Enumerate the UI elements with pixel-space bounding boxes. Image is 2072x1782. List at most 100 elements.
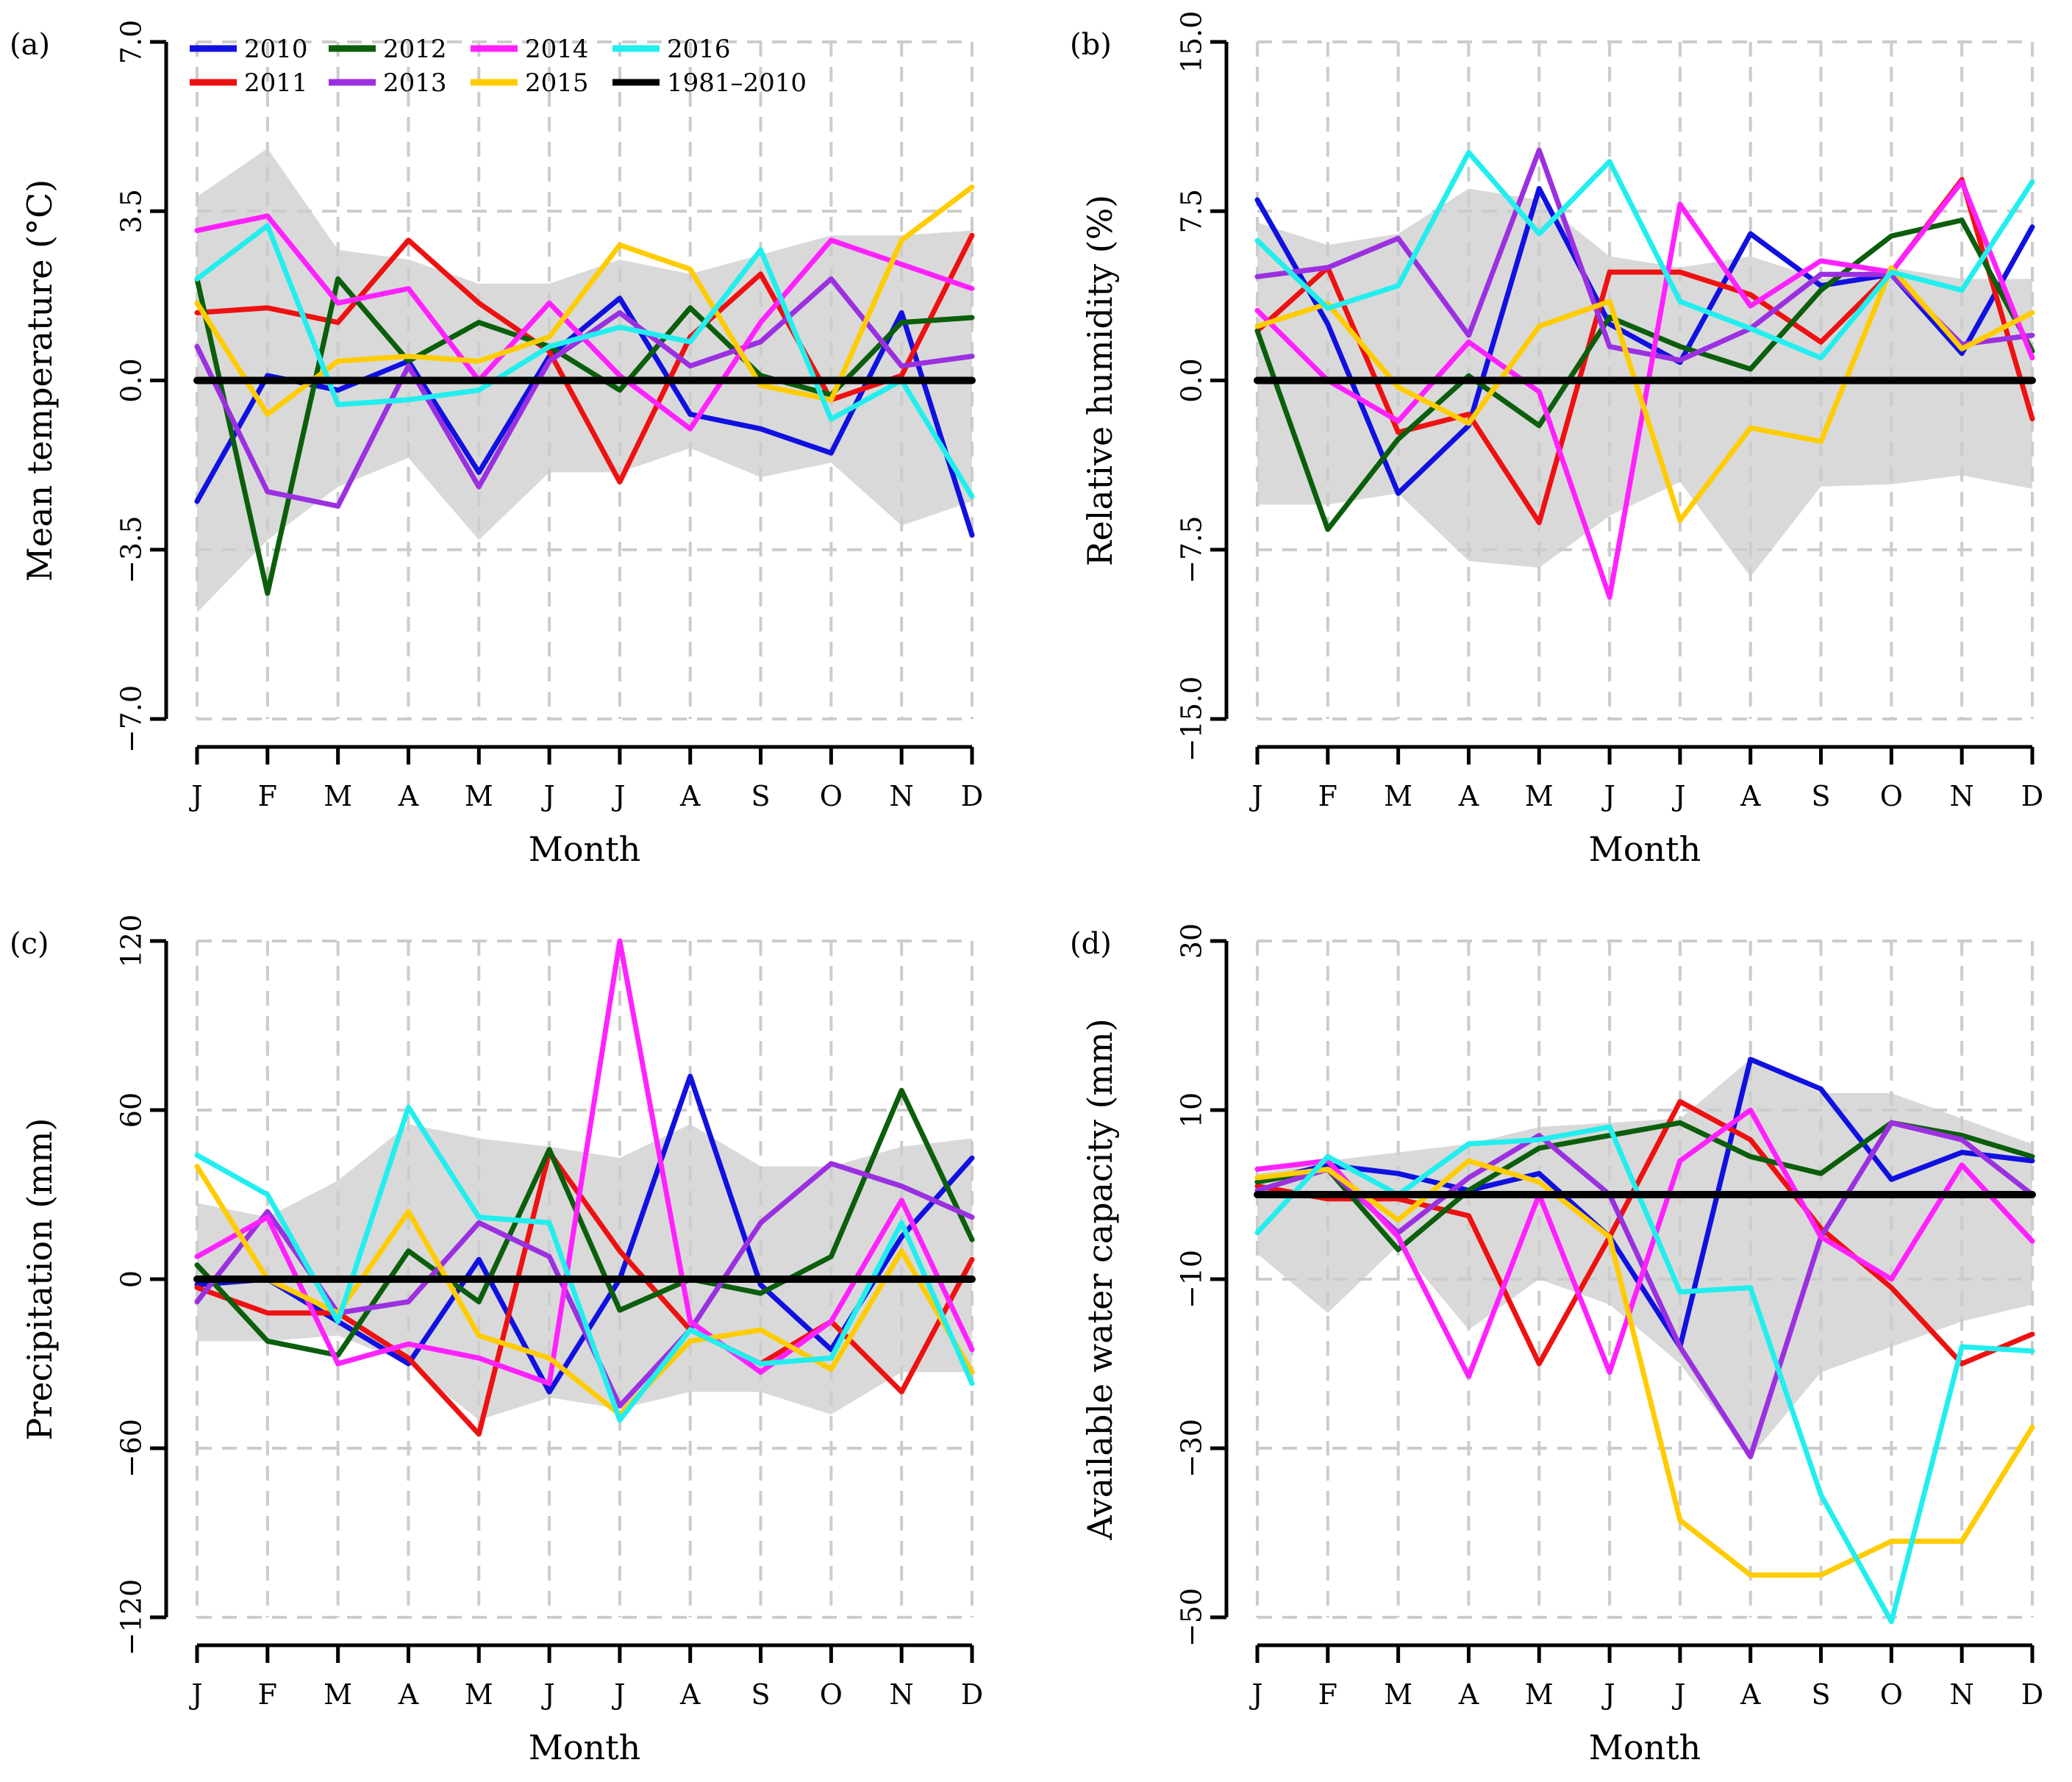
x-tick-label: M: [1384, 1678, 1412, 1711]
y-tick-label: −120: [115, 1579, 148, 1656]
y-axis-title: Relative humidity (%): [1080, 195, 1120, 566]
y-tick-label: 7.5: [1176, 189, 1208, 233]
x-tick-label: D: [2021, 780, 2043, 812]
x-tick-label: O: [820, 780, 843, 812]
x-tick-label: J: [188, 1678, 202, 1711]
variability-band: [1257, 1059, 2032, 1457]
x-tick-label: O: [1880, 1678, 1903, 1711]
y-tick-label: −7.0: [115, 685, 148, 753]
y-tick-label: −50: [1176, 1588, 1208, 1647]
panel-relative-humidity: −15.0 −7.5 0.0 7.5 15.0 J F M A M J J A S O N D Month Rela…: [1070, 11, 2043, 869]
y-axis-title: Precipitation (mm): [20, 1118, 60, 1441]
x-tick-label: N: [890, 1678, 914, 1711]
y-tick-label: 7.0: [115, 20, 148, 64]
series-line-2016: [194, 223, 975, 499]
x-tick-label: A: [679, 780, 701, 812]
legend-label-2013: 2013: [383, 68, 447, 98]
panel-label: (a): [10, 28, 50, 62]
y-tick-label: 0.0: [1176, 358, 1208, 402]
legend-label-2011: 2011: [244, 68, 308, 98]
x-tick-label: N: [1950, 1678, 1974, 1711]
x-tick-label: J: [611, 780, 625, 812]
x-tick-label: D: [961, 1678, 983, 1711]
y-axis-title: Mean temperature (°C): [20, 179, 60, 582]
x-tick-label: N: [1950, 780, 1974, 812]
x-tick-label: A: [1740, 1678, 1761, 1711]
legend-label-2014: 2014: [525, 35, 589, 64]
y-tick-label: 30: [1176, 923, 1208, 959]
x-axis-title: Month: [529, 1728, 641, 1767]
legend: 2010 2011 2012 2013 2014 2015 2016 1981–2010: [190, 35, 807, 98]
y-tick-label: 15.0: [1176, 11, 1208, 74]
y-tick-label: −7.5: [1176, 516, 1208, 584]
series-line-2010: [194, 296, 975, 538]
y-tick-label: 60: [115, 1092, 148, 1128]
x-tick-label: S: [1812, 780, 1831, 812]
x-axis-title: Month: [1589, 829, 1701, 869]
x-tick-label: J: [540, 1678, 554, 1711]
x-tick-label: A: [679, 1678, 701, 1711]
y-tick-label: 120: [115, 915, 148, 968]
series-line-2015: [194, 1164, 975, 1417]
x-tick-label: A: [398, 780, 419, 812]
x-tick-label: A: [1458, 780, 1479, 812]
x-tick-label: F: [1318, 780, 1337, 812]
series-line-2015: [1254, 265, 2035, 523]
panel-mean-temperature: −7.0 −3.5 0.0 3.5 7.0 J F M A M J J A S O N D Month Mean t…: [10, 20, 983, 869]
x-tick-label: A: [1740, 780, 1761, 812]
x-tick-label: M: [465, 1678, 493, 1711]
x-tick-label: J: [188, 780, 202, 812]
series-line-2014: [1254, 179, 2035, 600]
y-tick-label: 10: [1176, 1092, 1208, 1128]
x-tick-label: J: [1601, 780, 1615, 812]
panel-available-water-capacity: −50 −30 −10 10 30 J F M A M J J A S O N D Month Available …: [1070, 923, 2043, 1767]
panel-precipitation: −120 −60 0 60 120 J F M A M J J A S O N D Month Precipitat…: [10, 915, 983, 1767]
x-tick-label: D: [961, 780, 983, 812]
x-tick-label: F: [258, 780, 277, 812]
x-tick-label: S: [1812, 1678, 1831, 1711]
x-tick-label: S: [751, 1678, 771, 1711]
series-line-2011: [1254, 1099, 2035, 1367]
series-line-2012: [1254, 218, 2035, 532]
x-tick-label: O: [820, 1678, 843, 1711]
panel-label: (d): [1070, 927, 1112, 961]
x-tick-label: O: [1880, 780, 1903, 812]
x-tick-label: J: [540, 780, 554, 812]
x-tick-label: S: [751, 780, 771, 812]
series-line-2012: [194, 1087, 975, 1358]
legend-label-1981–2010: 1981–2010: [667, 68, 807, 98]
series-line-2014: [194, 938, 975, 1386]
x-tick-label: J: [1248, 780, 1262, 812]
legend-label-2016: 2016: [667, 35, 731, 64]
x-axis-title: Month: [529, 829, 641, 869]
x-tick-label: D: [2021, 1678, 2043, 1711]
x-tick-label: M: [465, 780, 493, 812]
legend-label-2015: 2015: [525, 68, 589, 98]
x-tick-label: M: [1525, 1678, 1554, 1711]
y-tick-label: −15.0: [1176, 676, 1208, 762]
y-tick-label: −10: [1176, 1250, 1208, 1309]
x-tick-label: N: [890, 780, 914, 812]
series-line-2015: [1254, 1158, 2035, 1578]
x-tick-label: J: [1671, 780, 1685, 812]
y-tick-label: 0: [115, 1270, 148, 1288]
x-tick-label: M: [324, 1678, 352, 1711]
x-tick-label: M: [1525, 780, 1554, 812]
series-line-2013: [1254, 147, 2035, 363]
y-tick-label: −60: [115, 1419, 148, 1478]
x-tick-label: M: [1384, 780, 1412, 812]
panel-label: (b): [1070, 28, 1112, 62]
series-line-2016: [1254, 1124, 2035, 1625]
y-axis-title: Available water capacity (mm): [1080, 1018, 1120, 1541]
series-line-2016: [194, 1104, 975, 1423]
x-tick-label: J: [1601, 1678, 1615, 1711]
x-tick-label: F: [1318, 1678, 1337, 1711]
series-line-2014: [1254, 1107, 2035, 1379]
legend-label-2010: 2010: [244, 35, 308, 64]
y-tick-label: 0.0: [115, 358, 148, 402]
x-tick-label: M: [324, 780, 352, 812]
x-tick-label: A: [398, 1678, 419, 1711]
x-tick-label: F: [258, 1678, 277, 1711]
legend-label-2012: 2012: [383, 35, 447, 64]
